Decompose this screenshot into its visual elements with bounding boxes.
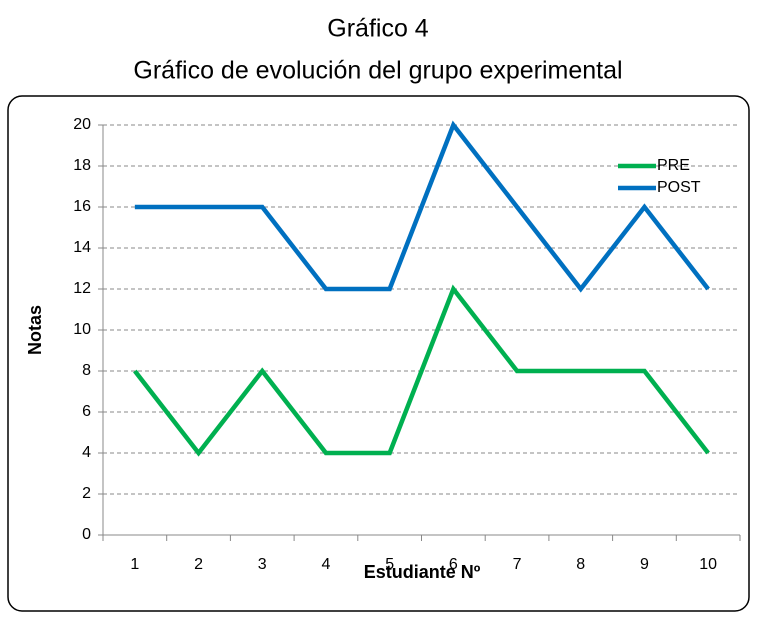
- x-tick-label: 9: [640, 556, 649, 573]
- x-tick-label: 7: [513, 556, 522, 573]
- legend-label: PRE: [657, 157, 690, 174]
- x-tick-label: 10: [699, 556, 717, 573]
- x-tick-label: 6: [449, 556, 458, 573]
- x-tick-label: 2: [194, 556, 203, 573]
- y-axis-label: Notas: [25, 305, 45, 355]
- legend-label: POST: [657, 179, 701, 196]
- y-tick-label: 10: [73, 321, 91, 338]
- y-tick-label: 14: [73, 239, 91, 256]
- chart-frame: [7, 95, 750, 612]
- x-tick-label: 4: [321, 556, 330, 573]
- line-series: [133, 284, 710, 457]
- x-tick-label: 1: [130, 556, 139, 573]
- y-tick-label: 12: [73, 280, 91, 297]
- chart-title: Gráfico 4: [327, 15, 429, 43]
- x-tick-label: 3: [258, 556, 267, 573]
- y-tick-label: 16: [73, 198, 91, 215]
- x-tick-label: 5: [385, 556, 394, 573]
- chart-subtitle: Gráfico de evolución del grupo experimen…: [133, 57, 622, 85]
- line-series: [134, 120, 710, 293]
- y-tick-label: 18: [73, 157, 91, 174]
- x-tick-label: 8: [576, 556, 585, 573]
- y-tick-label: 0: [82, 526, 91, 543]
- y-tick-label: 20: [73, 116, 91, 133]
- x-axis-label: Estudiante Nº: [364, 562, 481, 582]
- y-tick-label: 2: [82, 485, 91, 502]
- y-tick-label: 8: [82, 362, 91, 379]
- y-tick-label: 6: [82, 403, 91, 420]
- y-tick-label: 4: [82, 444, 91, 461]
